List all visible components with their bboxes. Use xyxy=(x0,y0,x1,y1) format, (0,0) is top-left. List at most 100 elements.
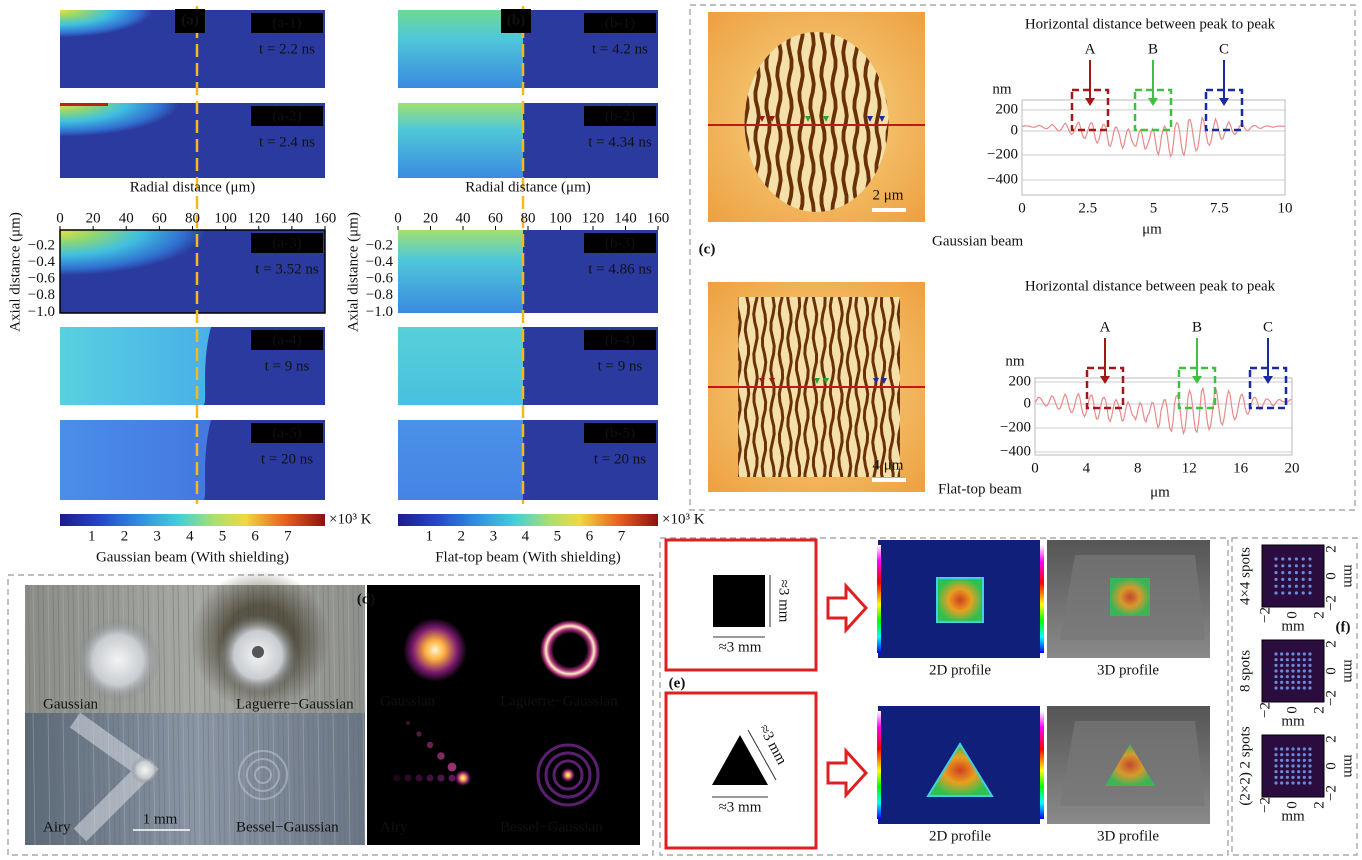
colorbar-tick-label: 5 xyxy=(554,528,562,544)
spot xyxy=(1295,564,1298,567)
sim-lobe xyxy=(438,775,445,782)
spot xyxy=(1274,770,1277,773)
x-tick-label: 2 xyxy=(1311,611,1327,619)
x-tick-label: 60 xyxy=(152,210,167,226)
x-tick-label: 12 xyxy=(1182,460,1197,476)
spot xyxy=(1291,658,1294,661)
spot xyxy=(1280,764,1283,767)
colorbar-tick-label: 4 xyxy=(186,528,194,544)
spot xyxy=(1291,669,1294,672)
colorbar-tick-label: 1 xyxy=(88,528,96,544)
marker-label: B xyxy=(1148,41,1158,57)
spot xyxy=(1274,664,1277,667)
spot xyxy=(1308,658,1311,661)
arrow xyxy=(828,586,866,630)
sim-lobe xyxy=(449,775,456,782)
dimension: ≈3 mm xyxy=(719,639,762,655)
spot xyxy=(1280,664,1283,667)
arrow-head xyxy=(1148,98,1158,106)
strip-tag: (a-1) xyxy=(272,15,301,31)
spot xyxy=(1274,686,1277,689)
scale-bar-label: 1 mm xyxy=(143,811,178,827)
spot xyxy=(1297,652,1300,655)
panel-label: (d) xyxy=(357,591,375,607)
sim-lobe xyxy=(448,763,457,772)
plot-title: Horizontal distance between peak to peak xyxy=(1025,16,1276,32)
arrow xyxy=(828,751,866,795)
scale-bar-label: 4 μm xyxy=(873,457,904,473)
strip-tag: (a-2) xyxy=(272,108,301,124)
spot xyxy=(1308,686,1311,689)
caption: Flat-top beam (With shielding) xyxy=(435,549,621,565)
spot xyxy=(1286,747,1289,750)
colorbar-tick-label: 2 xyxy=(121,528,129,544)
axis-title: Radial distance (μm) xyxy=(465,179,591,195)
strip-tag: (b-5) xyxy=(605,425,635,441)
x-tick-label: 5 xyxy=(1150,200,1158,216)
colorscale xyxy=(877,711,881,819)
spot xyxy=(1280,681,1283,684)
spot xyxy=(1286,776,1289,779)
spot xyxy=(1291,753,1294,756)
arrow-head xyxy=(1100,376,1110,384)
sim-spot xyxy=(455,770,471,786)
unit: μm xyxy=(1142,221,1162,237)
spot xyxy=(1303,781,1306,784)
axis-title: Axial distance (μm) xyxy=(345,212,361,332)
sim-lobe xyxy=(406,721,410,725)
heatmap-field xyxy=(398,420,523,500)
axis-title: Axial distance (μm) xyxy=(7,212,23,332)
y-tick-label: −0.2 xyxy=(366,237,393,253)
y-tick-label: 0 xyxy=(1011,122,1019,138)
spot xyxy=(76,618,160,702)
spot-array xyxy=(1262,545,1324,607)
axis-title: mm xyxy=(1281,808,1305,824)
colorbar-tick-label: 4 xyxy=(522,528,530,544)
spot xyxy=(1308,747,1311,750)
x-tick-label: 8 xyxy=(1134,460,1142,476)
spot xyxy=(1286,681,1289,684)
colorbar xyxy=(60,514,325,526)
spot xyxy=(1274,564,1277,567)
colorscale xyxy=(1040,711,1044,819)
spot xyxy=(1286,664,1289,667)
spot xyxy=(1274,557,1277,560)
spot xyxy=(1308,681,1311,684)
heatmap-field xyxy=(398,103,523,178)
x-tick-label: 40 xyxy=(119,210,134,226)
heatmap-field xyxy=(398,327,523,405)
spot xyxy=(1297,686,1300,689)
spot xyxy=(1280,776,1283,779)
spot xyxy=(1295,591,1298,594)
beam-label: Gaussian beam xyxy=(932,233,1024,249)
y-tick-label: −400 xyxy=(1000,443,1031,459)
spot xyxy=(1274,652,1277,655)
panel-label: (e) xyxy=(669,675,686,691)
beam-label: Bessel−Gaussian xyxy=(500,819,603,835)
heatmap-field xyxy=(398,230,523,313)
spot xyxy=(1302,585,1305,588)
panel-label: (b) xyxy=(507,12,525,28)
spot xyxy=(1303,658,1306,661)
y-tick-label: −200 xyxy=(987,146,1018,162)
scale-bar-label: 2 μm xyxy=(873,187,904,203)
spot xyxy=(1280,781,1283,784)
spot xyxy=(1286,652,1289,655)
colorbar-tick-label: 6 xyxy=(586,528,594,544)
strip-time: t = 20 ns xyxy=(594,451,646,467)
x-tick-label: 0 xyxy=(1018,200,1026,216)
x-tick-label: 60 xyxy=(488,210,503,226)
beam-label: Gaussian xyxy=(380,693,435,709)
marker-label: A xyxy=(1085,41,1096,57)
x-tick-label: 2 xyxy=(1311,801,1327,809)
spot xyxy=(1297,658,1300,661)
arrow-head xyxy=(1263,376,1273,384)
y-tick-label: −0.4 xyxy=(28,254,56,270)
strip-tag: (b-3) xyxy=(605,235,635,251)
x-tick-label: 7.5 xyxy=(1210,200,1229,216)
spot xyxy=(1281,571,1284,574)
beam-label: Gaussian xyxy=(43,696,98,712)
spot xyxy=(1303,776,1306,779)
spot xyxy=(1281,564,1284,567)
profile-label: 2D profile xyxy=(929,662,991,678)
